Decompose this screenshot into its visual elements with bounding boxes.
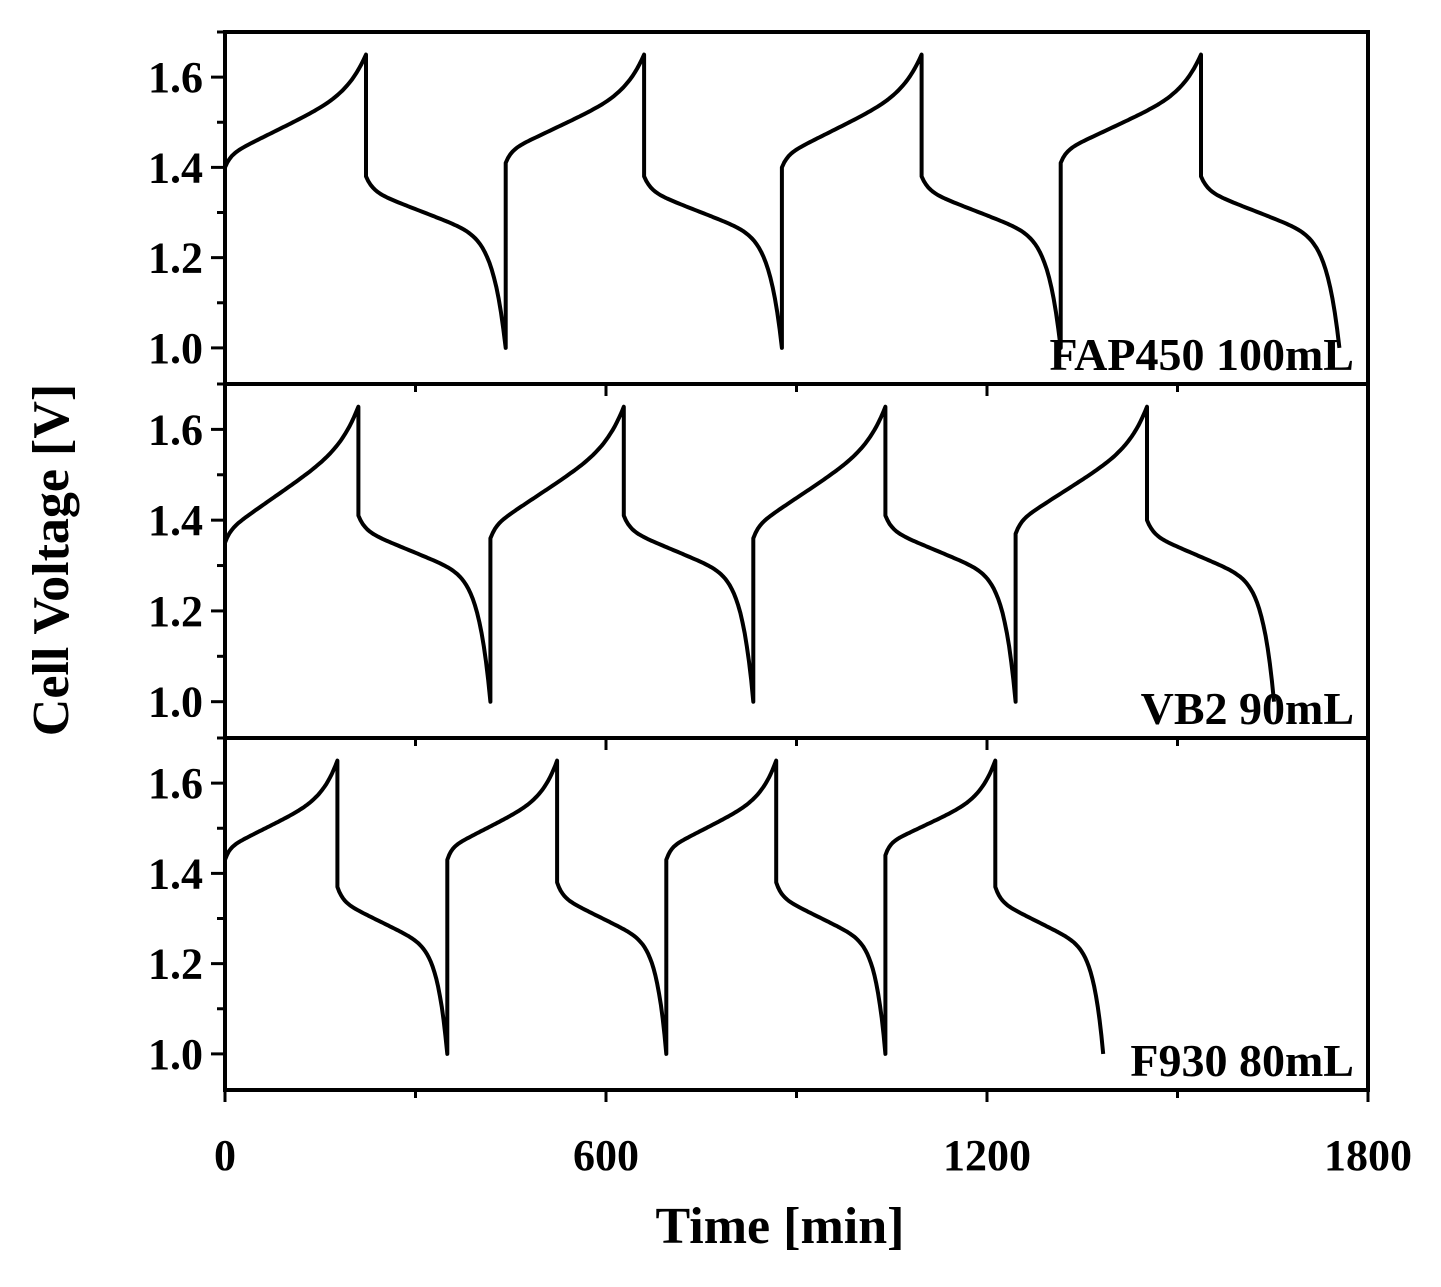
y-tick-label: 1.2 — [148, 587, 203, 636]
x-tick-label: 1200 — [943, 1131, 1031, 1180]
x-tick-label: 0 — [214, 1131, 236, 1180]
x-axis-title: Time [min] — [656, 1198, 905, 1255]
y-tick-label: 1.4 — [148, 849, 203, 898]
y-axis-title: Cell Voltage [V] — [23, 384, 80, 736]
y-tick-label: 1.4 — [148, 496, 203, 545]
plot-layer: 1.0 1.2 1.4 1.6 FAP450 100mL 1.0 1.2 1.4 1.6 VB2 … — [148, 30, 1412, 1180]
y-tick-label: 1.0 — [148, 1030, 203, 1079]
y-tick-label: 1.2 — [148, 234, 203, 283]
y-tick-label: 1.6 — [148, 405, 203, 454]
x-tick-label: 1800 — [1324, 1131, 1412, 1180]
series-line — [223, 758, 1106, 1056]
x-tick-label: 600 — [573, 1131, 639, 1180]
panel-3: 1.0 1.2 1.4 1.6 F930 80mL — [148, 736, 1370, 1102]
y-tick-label: 1.4 — [148, 143, 203, 192]
y-tick-label: 1.6 — [148, 759, 203, 808]
series-line — [223, 404, 1276, 704]
panel-label: FAP450 100mL — [1049, 329, 1354, 380]
y-tick-label: 1.0 — [148, 324, 203, 373]
panel-label: F930 80mL — [1130, 1035, 1354, 1086]
panel-1: 1.0 1.2 1.4 1.6 FAP450 100mL — [148, 30, 1370, 396]
series-line — [223, 52, 1342, 350]
panel-label: VB2 90mL — [1141, 683, 1354, 734]
y-tick-label: 1.0 — [148, 678, 203, 727]
panel-2: 1.0 1.2 1.4 1.6 VB2 90mL — [148, 382, 1370, 750]
y-tick-label: 1.6 — [148, 53, 203, 102]
y-tick-label: 1.2 — [148, 940, 203, 989]
